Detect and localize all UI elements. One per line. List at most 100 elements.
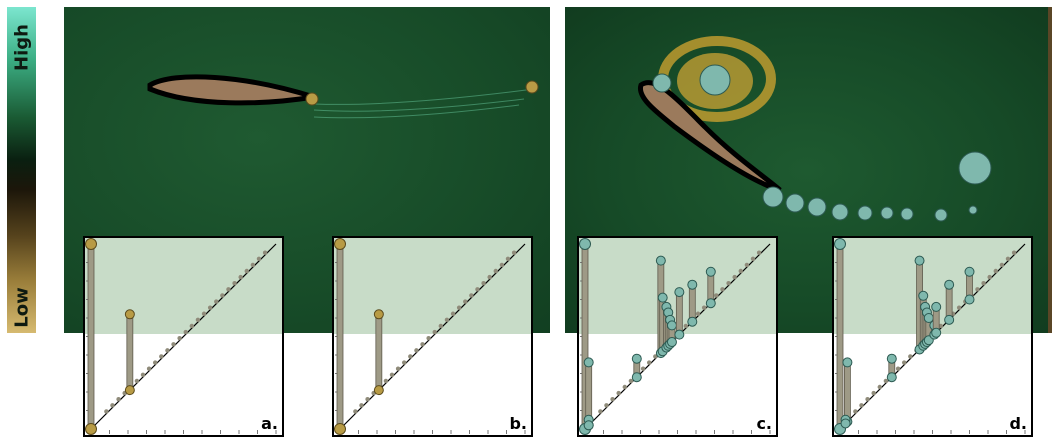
noise-point — [640, 366, 646, 371]
noise-point — [463, 299, 468, 304]
noise-point — [408, 354, 413, 359]
noise-point — [853, 409, 858, 414]
noise-point — [438, 323, 444, 329]
noise-point — [701, 305, 707, 310]
noise-point — [726, 281, 731, 286]
noise-point — [1005, 256, 1011, 261]
noise-point — [610, 397, 615, 402]
bar-top-glyph — [655, 255, 666, 266]
noise-point — [956, 305, 962, 310]
noise-point — [395, 366, 401, 371]
noise-point — [481, 281, 486, 286]
bar-bottom-glyph — [583, 420, 594, 431]
noise-point — [177, 335, 182, 341]
bar-top-glyph — [674, 287, 685, 298]
diagram-letter: c. — [756, 414, 772, 433]
noise-point — [220, 293, 225, 298]
noise-point — [714, 293, 719, 298]
noise-point — [214, 299, 219, 304]
noise-point — [646, 360, 652, 365]
noise-point — [738, 268, 743, 274]
noise-point — [744, 262, 750, 268]
noise-point — [171, 342, 176, 347]
noise-point — [414, 348, 419, 353]
noise-point — [420, 342, 425, 347]
noise-point — [999, 262, 1005, 268]
diagram-letter: b. — [509, 414, 527, 433]
noise-point — [110, 403, 115, 408]
noise-point — [104, 409, 109, 414]
noise-point — [908, 354, 913, 359]
field-right-edge — [1048, 7, 1052, 333]
bar-top-glyph — [687, 279, 698, 290]
noise-point — [865, 397, 870, 402]
bar-top-glyph — [657, 292, 668, 303]
bar-bottom-glyph — [334, 423, 346, 435]
diagonal — [339, 243, 526, 430]
bar-bottom-glyph — [85, 423, 97, 435]
bar-bottom-glyph — [666, 337, 677, 348]
colorbar-low-label: Low — [11, 287, 32, 328]
noise-point — [456, 305, 462, 310]
noise-point — [426, 335, 431, 341]
noise-point — [353, 409, 358, 414]
noise-point — [598, 409, 603, 414]
noise-point — [232, 281, 237, 286]
noise-point — [244, 268, 249, 274]
noise-point — [256, 256, 262, 261]
noise-point — [152, 360, 158, 365]
bar-top-glyph — [931, 301, 942, 312]
noise-point — [604, 403, 609, 408]
noise-point — [938, 323, 944, 329]
noise-point — [250, 262, 256, 268]
bar-top-glyph — [842, 357, 853, 368]
persistence-diagram-b: b. — [332, 236, 533, 437]
noise-point — [201, 311, 207, 316]
noise-point — [189, 323, 195, 329]
noise-point — [499, 262, 505, 268]
noise-point — [444, 317, 450, 323]
noise-point — [993, 268, 998, 274]
bar-bottom-glyph — [687, 316, 698, 327]
bar-bottom-glyph — [631, 372, 642, 383]
noise-point — [895, 366, 901, 371]
noise-point — [901, 360, 907, 365]
extremum-glyph-left-1 — [305, 92, 319, 106]
vortex-spheres — [652, 64, 992, 222]
persistence-diagram-d: d. — [832, 236, 1033, 437]
noise-point — [165, 348, 170, 353]
noise-point — [469, 293, 474, 298]
flow-field-right — [565, 7, 1049, 333]
noise-point — [475, 287, 480, 292]
noise-point — [750, 256, 756, 261]
noise-point — [981, 281, 986, 286]
bar-top-glyph — [886, 353, 897, 364]
persistence-diagram-a: a. — [83, 236, 284, 437]
noise-point — [238, 274, 243, 280]
bar-top-glyph — [964, 266, 975, 277]
bar-bottom-glyph — [931, 327, 942, 338]
colorbar: High Low — [7, 7, 36, 333]
noise-point — [226, 287, 231, 292]
noise-point — [871, 390, 876, 396]
noise-point — [683, 323, 689, 329]
diagonal — [90, 243, 277, 430]
bar-top-glyph — [583, 357, 594, 368]
noise-point — [359, 403, 364, 408]
noise-point — [159, 354, 164, 359]
wake-streaks-left — [313, 88, 535, 119]
bar-bottom-glyph — [886, 372, 897, 383]
noise-point — [487, 274, 492, 280]
bar-top-glyph — [85, 238, 97, 250]
noise-point — [732, 274, 737, 280]
highlight-band — [332, 236, 533, 334]
highlight-band — [83, 236, 284, 334]
bar-top-glyph — [914, 255, 925, 266]
noise-point — [622, 384, 627, 390]
extremum-glyph-left-2 — [525, 80, 539, 94]
noise-point — [140, 372, 146, 377]
noise-point — [628, 378, 634, 384]
noise-point — [383, 378, 389, 384]
noise-point — [207, 305, 213, 310]
noise-point — [859, 403, 864, 408]
